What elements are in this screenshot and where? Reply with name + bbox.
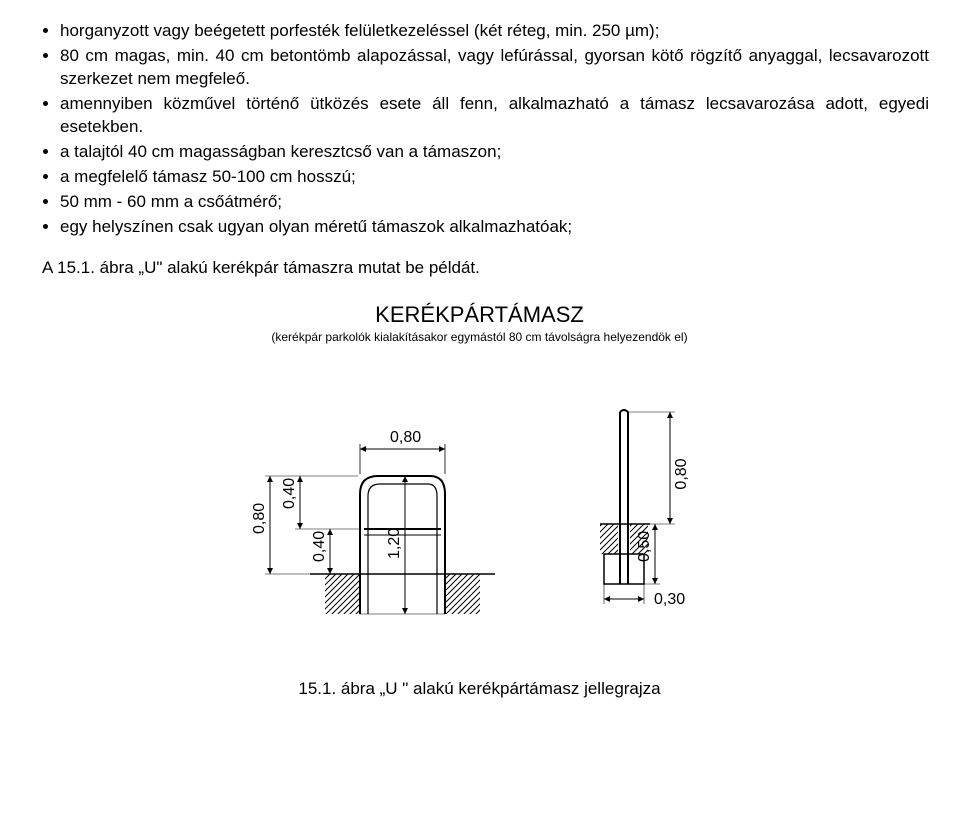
spec-list: horganyzott vagy beégetett porfesték fel…: [30, 20, 929, 238]
front-view-diagram: 0,80 0,80 0,40 0,40 1,20: [230, 404, 530, 634]
list-item: 50 mm - 60 mm a csőátmérő;: [60, 191, 929, 214]
dim-top: 0,80: [390, 429, 421, 446]
list-item: a talajtól 40 cm magasságban keresztcső …: [60, 141, 929, 164]
list-item: 80 cm magas, min. 40 cm betontömb alapoz…: [60, 45, 929, 91]
intro-paragraph: A 15.1. ábra „U" alakú kerékpár támaszra…: [42, 258, 929, 278]
list-item: a megfelelő támasz 50-100 cm hosszú;: [60, 166, 929, 189]
dim-inner-height: 1,20: [386, 528, 403, 559]
dim-left-upper: 0,40: [281, 478, 298, 509]
figure-title: KERÉKPÁRTÁMASZ: [30, 302, 929, 328]
list-item: amennyiben közművel történő ütközés eset…: [60, 93, 929, 139]
dim-side-upper: 0,80: [673, 459, 690, 490]
figure-subtitle: (kerékpár parkolók kialakításakor egymás…: [30, 330, 929, 344]
dim-side-bottom: 0,30: [654, 591, 685, 608]
diagram-row: 0,80 0,80 0,40 0,40 1,20: [230, 374, 730, 634]
dim-side-lower: 0,50: [636, 531, 653, 562]
dim-left-lower: 0,40: [311, 531, 328, 562]
list-item: horganyzott vagy beégetett porfesték fel…: [60, 20, 929, 43]
figure: KERÉKPÁRTÁMASZ (kerékpár parkolók kialak…: [30, 302, 929, 699]
list-item: egy helyszínen csak ugyan olyan méretű t…: [60, 216, 929, 239]
figure-caption: 15.1. ábra „U " alakú kerékpártámasz jel…: [30, 679, 929, 699]
dim-left-outer: 0,80: [251, 503, 268, 534]
side-view-diagram: 0,80 0,50 0,30: [590, 374, 730, 634]
